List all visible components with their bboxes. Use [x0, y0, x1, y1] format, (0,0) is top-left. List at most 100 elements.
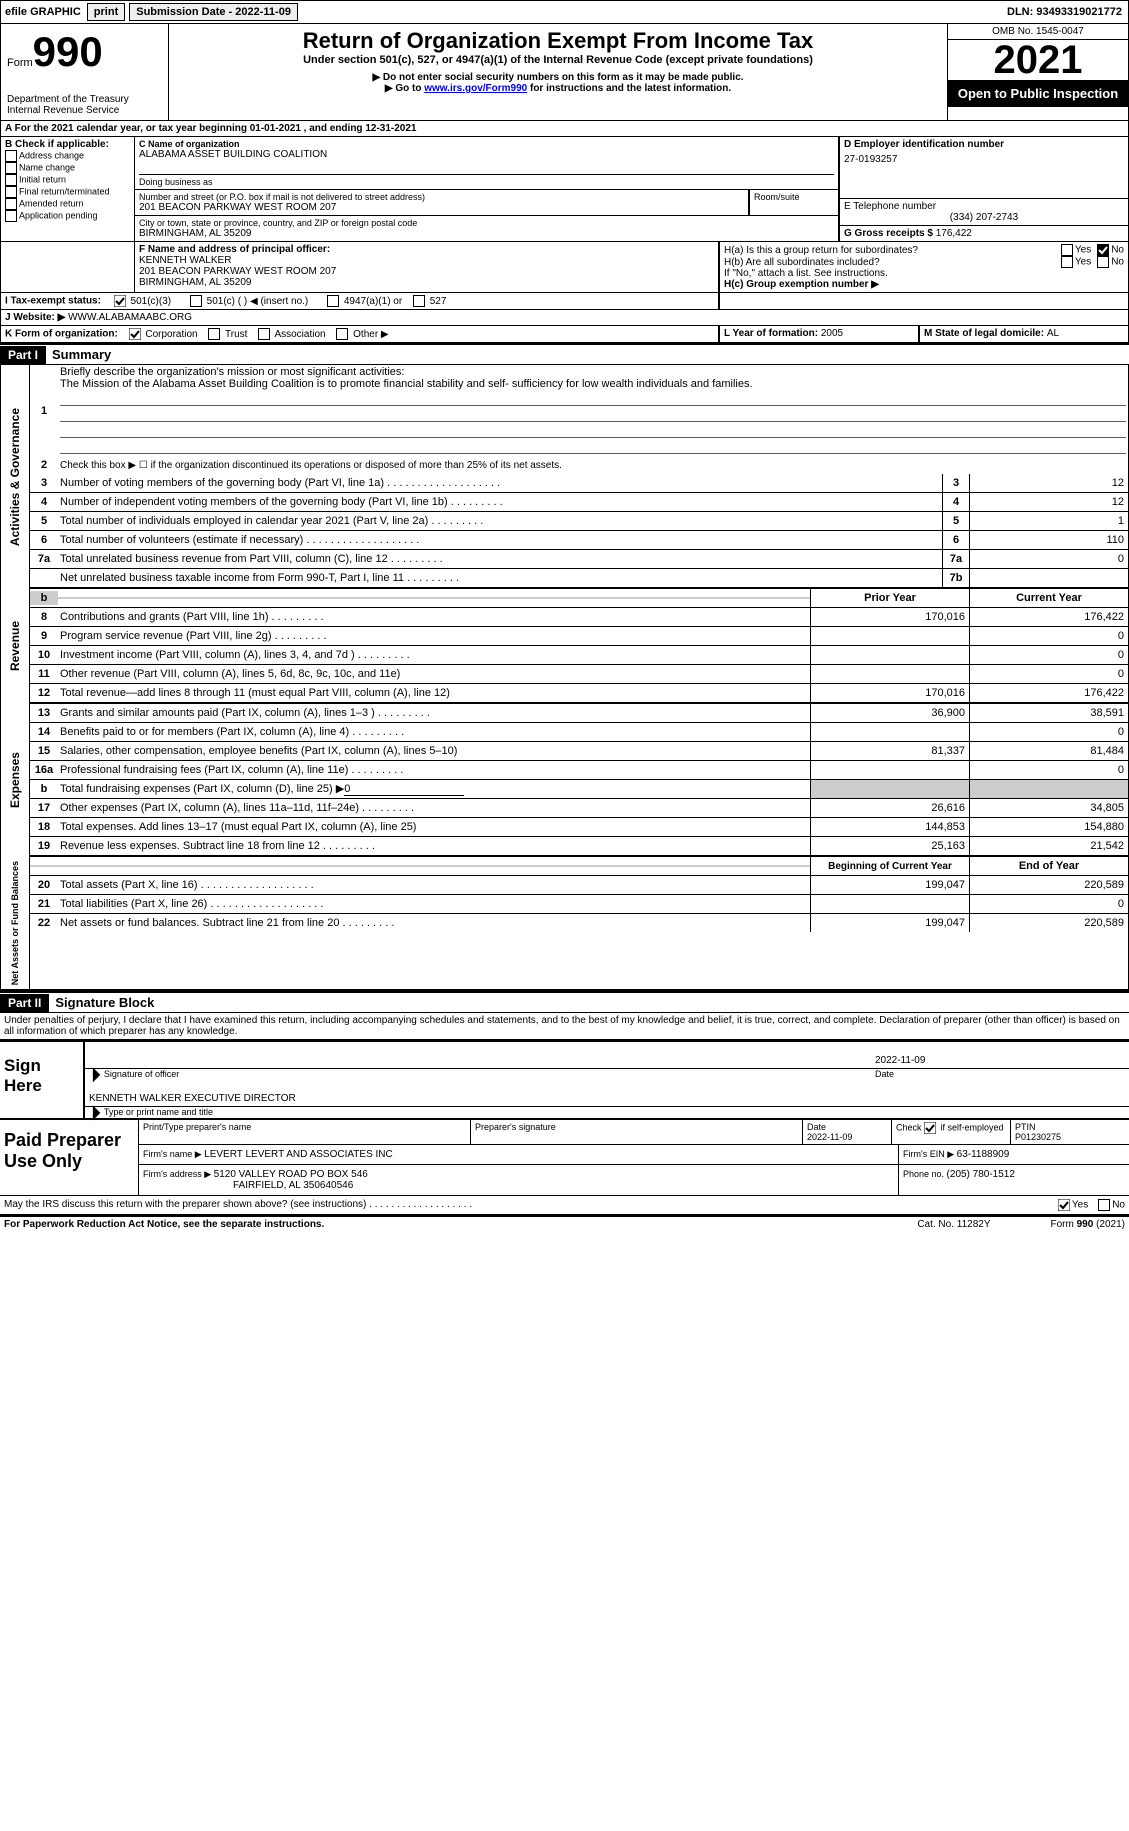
line9-curr: 0 — [969, 627, 1128, 645]
irs-link[interactable]: www.irs.gov/Form990 — [424, 83, 527, 94]
cb-trust[interactable]: Trust — [208, 329, 247, 340]
firm-addr1: 5120 VALLEY ROAD PO BOX 546 — [214, 1169, 368, 1180]
officer-addr1: 201 BEACON PARKWAY WEST ROOM 207 — [139, 266, 714, 277]
ha-label: H(a) Is this a group return for subordin… — [724, 245, 1061, 256]
firm-phone: (205) 780-1512 — [947, 1169, 1015, 1180]
sig-date-label: Date — [875, 1069, 1125, 1080]
prep-name-label: Print/Type preparer's name — [143, 1122, 466, 1132]
paid-preparer-label: Paid Preparer Use Only — [0, 1120, 138, 1195]
line10-prior — [810, 646, 969, 664]
ha-no[interactable]: No — [1097, 244, 1124, 256]
cb-527[interactable]: 527 — [413, 296, 446, 307]
side-activities-governance: Activities & Governance — [1, 365, 30, 589]
tax-exempt-row: I Tax-exempt status: 501(c)(3) 501(c) ( … — [0, 293, 1129, 310]
line19-curr: 21,542 — [969, 837, 1128, 855]
discuss-yes[interactable]: Yes — [1058, 1199, 1088, 1211]
line11-curr: 0 — [969, 665, 1128, 683]
line19-prior: 25,163 — [810, 837, 969, 855]
cb-amended[interactable]: Amended return — [5, 198, 130, 210]
col-eoy: End of Year — [969, 857, 1128, 875]
website-row: J Website: ▶ WWW.ALABAMAABC.ORG — [0, 310, 1129, 326]
part1-header: Part I Summary — [0, 343, 1129, 365]
hb-label: H(b) Are all subordinates included? — [724, 257, 1061, 268]
line10-desc: Investment income (Part VIII, column (A)… — [58, 648, 810, 662]
open-public-inspection: Open to Public Inspection — [948, 80, 1128, 107]
sign-here-block: Sign Here 2022-11-09 ▶ Signature of offi… — [0, 1040, 1129, 1118]
year-formation: 2005 — [821, 328, 843, 339]
line7a-desc: Total unrelated business revenue from Pa… — [58, 552, 942, 566]
side-revenue: Revenue — [1, 589, 30, 704]
line17-curr: 34,805 — [969, 799, 1128, 817]
cb-initial-return[interactable]: Initial return — [5, 174, 130, 186]
phone-label: E Telephone number — [844, 201, 1124, 212]
line6-desc: Total number of volunteers (estimate if … — [58, 533, 942, 547]
line20-eoy: 220,589 — [969, 876, 1128, 894]
officer-addr2: BIRMINGHAM, AL 35209 — [139, 277, 714, 288]
cb-address-change[interactable]: Address change — [5, 150, 130, 162]
line5-val: 1 — [969, 512, 1128, 530]
cb-501c3[interactable]: 501(c)(3) — [114, 296, 171, 307]
line11-desc: Other revenue (Part VIII, column (A), li… — [58, 667, 810, 681]
cb-corp[interactable]: Corporation — [129, 329, 198, 340]
line8-curr: 176,422 — [969, 608, 1128, 626]
check-self-employed[interactable]: Check if self-employed — [896, 1122, 1006, 1134]
line9-prior — [810, 627, 969, 645]
cb-4947[interactable]: 4947(a)(1) or — [327, 296, 402, 307]
part2-header: Part II Signature Block — [0, 991, 1129, 1013]
line13-prior: 36,900 — [810, 704, 969, 722]
line6-val: 110 — [969, 531, 1128, 549]
cb-501c[interactable]: 501(c) ( ) ◀ (insert no.) — [190, 296, 308, 307]
line22-boy: 199,047 — [810, 914, 969, 932]
line2-desc: Check this box ▶ ☐ if the organization d… — [58, 459, 1128, 472]
line17-prior: 26,616 — [810, 799, 969, 817]
print-button[interactable]: print — [87, 3, 125, 21]
line21-desc: Total liabilities (Part X, line 26) — [58, 897, 810, 911]
line9-desc: Program service revenue (Part VIII, line… — [58, 629, 810, 643]
paid-preparer-block: Paid Preparer Use Only Print/Type prepar… — [0, 1118, 1129, 1196]
line1-desc: Briefly describe the organization's miss… — [58, 365, 1128, 456]
line4-val: 12 — [969, 493, 1128, 511]
hb-note: If "No," attach a list. See instructions… — [724, 268, 1124, 279]
line16a-curr: 0 — [969, 761, 1128, 779]
cb-assoc[interactable]: Association — [258, 329, 325, 340]
cat-no: Cat. No. 11282Y — [917, 1219, 990, 1230]
officer-group-row: F Name and address of principal officer:… — [0, 242, 1129, 293]
line20-desc: Total assets (Part X, line 16) — [58, 878, 810, 892]
line16a-desc: Professional fundraising fees (Part IX, … — [58, 763, 810, 777]
hb-no[interactable]: No — [1097, 256, 1124, 268]
officer-label: F Name and address of principal officer: — [139, 244, 714, 255]
org-address: 201 BEACON PARKWAY WEST ROOM 207 — [139, 202, 744, 213]
entity-block: B Check if applicable: Address change Na… — [0, 137, 1129, 242]
ptin-value: P01230275 — [1015, 1132, 1125, 1142]
cb-other[interactable]: Other ▶ — [336, 329, 388, 340]
goto-link-row: ▶ Go to www.irs.gov/Form990 for instruct… — [173, 83, 943, 94]
caret-icon: ▶ — [93, 1064, 100, 1086]
phone-value: (334) 207-2743 — [844, 212, 1124, 223]
line7b-desc: Net unrelated business taxable income fr… — [58, 571, 942, 585]
line17-desc: Other expenses (Part IX, column (A), lin… — [58, 801, 810, 815]
discuss-row: May the IRS discuss this return with the… — [0, 1196, 1129, 1215]
dln: DLN: 93493319021772 — [1007, 6, 1128, 18]
officer-type-label: Type or print name and title — [104, 1107, 213, 1118]
cb-final-return[interactable]: Final return/terminated — [5, 186, 130, 198]
col-prior-year: Prior Year — [810, 589, 969, 607]
addr-label: Number and street (or P.O. box if mail i… — [139, 192, 744, 202]
line8-desc: Contributions and grants (Part VIII, lin… — [58, 610, 810, 624]
col-boy: Beginning of Current Year — [810, 857, 969, 875]
line3-val: 12 — [969, 474, 1128, 492]
website-value: WWW.ALABAMAABC.ORG — [68, 312, 192, 323]
cb-name-change[interactable]: Name change — [5, 162, 130, 174]
discuss-no[interactable]: No — [1098, 1199, 1125, 1211]
officer-name: KENNETH WALKER — [139, 255, 714, 266]
hb-yes[interactable]: Yes — [1061, 256, 1091, 268]
line12-prior: 170,016 — [810, 684, 969, 702]
line14-desc: Benefits paid to or for members (Part IX… — [58, 725, 810, 739]
line18-desc: Total expenses. Add lines 13–17 (must eq… — [58, 820, 810, 834]
cb-app-pending[interactable]: Application pending — [5, 210, 130, 222]
line13-curr: 38,591 — [969, 704, 1128, 722]
line21-eoy: 0 — [969, 895, 1128, 913]
sig-date-value: 2022-11-09 — [875, 1055, 1125, 1066]
ssn-warning: ▶ Do not enter social security numbers o… — [173, 72, 943, 83]
mission-text: The Mission of the Alabama Asset Buildin… — [60, 378, 753, 390]
ha-yes[interactable]: Yes — [1061, 244, 1091, 256]
